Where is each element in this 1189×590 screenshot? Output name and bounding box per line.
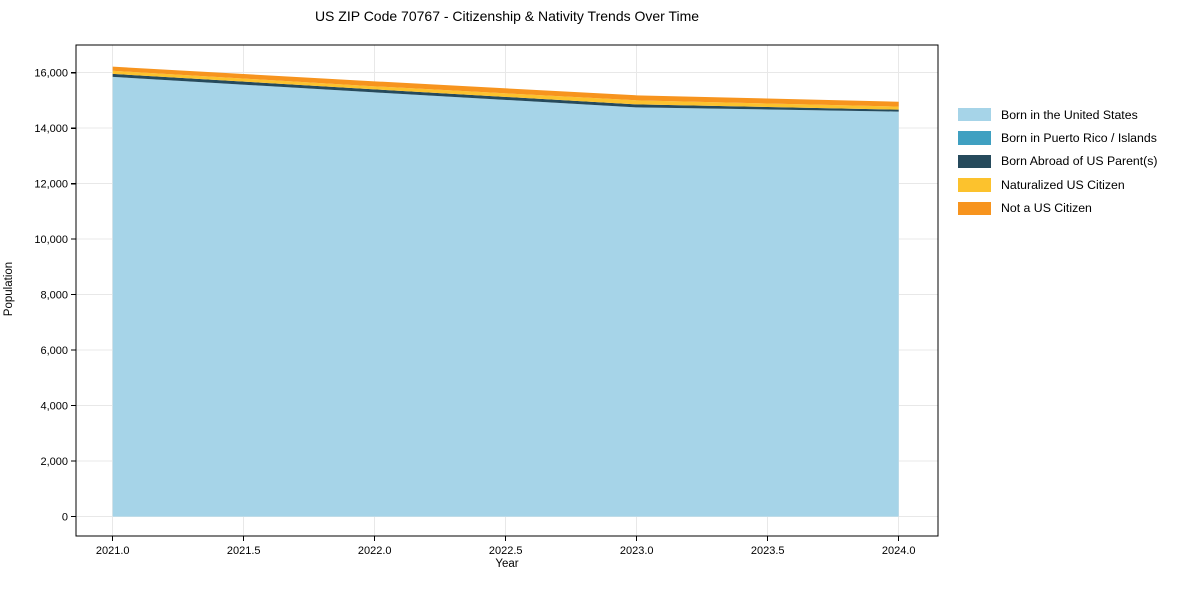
legend-swatch	[958, 131, 991, 145]
y-tick-label: 2,000	[40, 456, 68, 468]
x-tick-label: 2024.0	[882, 545, 916, 557]
axes-frame	[75, 44, 939, 537]
legend-label: Born in Puerto Rico / Islands	[1001, 131, 1157, 146]
legend: Born in the United States Born in Puerto …	[958, 103, 1158, 220]
x-tick-label: 2021.5	[227, 545, 261, 557]
x-tick-label: 2021.0	[96, 545, 130, 557]
legend-label: Not a US Citizen	[1001, 201, 1092, 216]
chart-title: US ZIP Code 70767 - Citizenship & Nativi…	[314, 8, 700, 24]
x-tick-label: 2023.5	[751, 545, 785, 557]
legend-swatch	[958, 154, 991, 169]
legend-label: Born in the United States	[1001, 107, 1138, 122]
y-tick-label: 16,000	[34, 68, 68, 80]
legend-item: Born Abroad of US Parent(s)	[958, 150, 1158, 173]
legend-item: Born in Puerto Rico / Islands	[958, 126, 1158, 149]
y-tick-label: 10,000	[34, 234, 68, 246]
legend-item: Not a US Citizen	[958, 197, 1158, 220]
legend-swatch	[958, 107, 991, 122]
area-series-3	[112, 70, 899, 110]
area-series-0	[112, 76, 899, 517]
x-tick-label: 2023.0	[620, 545, 654, 557]
legend-swatch	[958, 201, 991, 215]
legend-swatch	[958, 178, 991, 192]
y-tick-label: 4,000	[40, 400, 68, 412]
x-axis-label: Year	[495, 558, 519, 570]
y-tick-label: 12,000	[34, 179, 68, 191]
legend-label: Naturalized US Citizen	[1001, 177, 1125, 192]
y-tick-label: 0	[62, 511, 68, 523]
x-tick-label: 2022.0	[358, 545, 392, 557]
y-tick-label: 8,000	[40, 289, 68, 301]
y-tick-label: 14,000	[34, 123, 68, 135]
legend-item: Born in the United States	[958, 103, 1158, 126]
legend-item: Naturalized US Citizen	[958, 173, 1158, 196]
x-tick-label: 2022.5	[489, 545, 523, 557]
y-tick-label: 6,000	[40, 345, 68, 357]
area-series-4	[112, 66, 899, 107]
legend-label: Born Abroad of US Parent(s)	[1001, 154, 1158, 169]
